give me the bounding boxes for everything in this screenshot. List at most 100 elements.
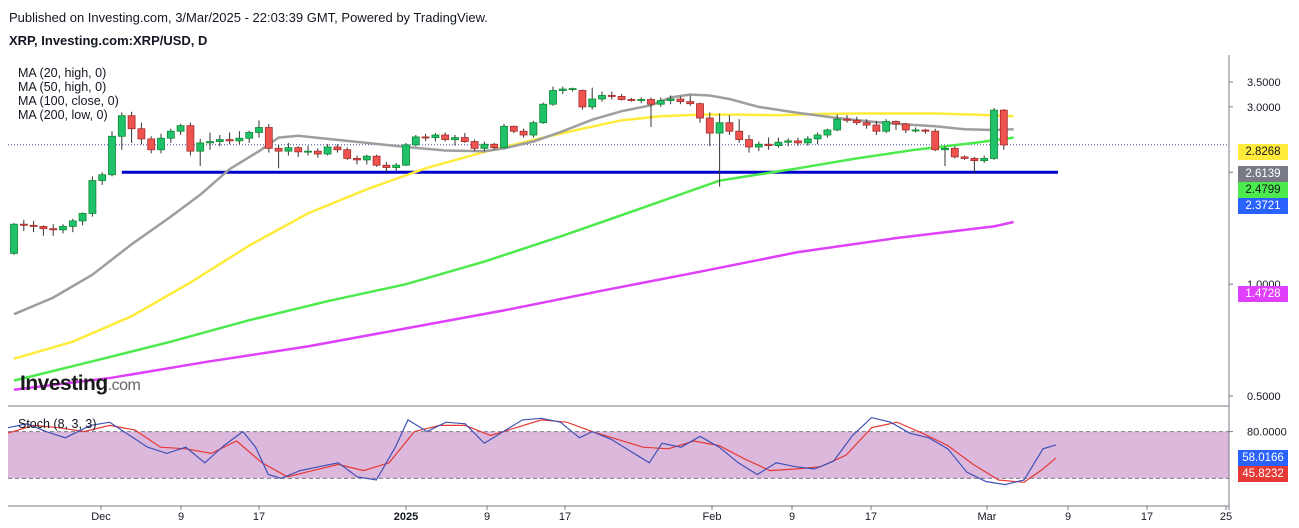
x-tick-label: Feb	[703, 511, 722, 523]
candle-body	[196, 142, 205, 152]
candle-body	[892, 121, 900, 125]
candle-body	[19, 223, 28, 226]
candle-body	[803, 138, 812, 144]
candle-body	[578, 90, 587, 108]
candle-body	[451, 137, 459, 140]
candle-body	[431, 134, 440, 138]
candle-body	[166, 130, 175, 139]
candle-body	[686, 101, 695, 105]
candle-body	[627, 99, 636, 101]
candle-body	[323, 146, 332, 155]
candle-body	[88, 180, 97, 214]
candle-body	[843, 118, 851, 121]
candle-body	[509, 125, 518, 132]
candle-body	[176, 125, 185, 132]
ma50-price-badge: 2.8268	[1238, 144, 1288, 160]
candle-body	[647, 99, 655, 105]
x-tick-label: 9	[1065, 511, 1071, 523]
symbol-title: XRP, Investing.com:XRP/USD, D	[9, 33, 208, 48]
stoch-d-value-badge: 45.8232	[1238, 466, 1288, 482]
candle-body	[735, 130, 744, 140]
candle-body	[274, 147, 283, 152]
stoch-k-line	[7, 416, 1056, 486]
candle-body	[705, 117, 714, 134]
candle-body	[49, 228, 58, 231]
candle-body	[470, 141, 479, 149]
stoch-legend: Stoch (8, 3, 3)	[18, 417, 97, 431]
candle-body	[137, 128, 146, 140]
published-note: Published on Investing.com, 3/Mar/2025 -…	[9, 10, 488, 25]
candle-body	[441, 134, 450, 140]
candle-body	[480, 143, 489, 149]
ma100-price-badge: 2.4799	[1238, 182, 1288, 198]
ma100-line	[13, 136, 1014, 382]
stoch-d-line	[7, 419, 1057, 483]
ma200-line	[13, 220, 1014, 391]
candle-body	[343, 149, 352, 159]
candle-body	[617, 96, 626, 100]
candle-body	[607, 95, 616, 97]
candle-body	[549, 90, 557, 105]
candle-body	[794, 140, 802, 144]
logo-main: Investing	[20, 372, 108, 395]
candle-body	[921, 129, 930, 132]
candle-body	[264, 127, 273, 149]
candle-body	[823, 129, 832, 136]
candle-body	[362, 155, 371, 161]
candle-body	[304, 150, 312, 153]
candle-body	[725, 122, 734, 132]
candle-body	[666, 98, 675, 101]
ma20-legend-item: MA (20, high, 0)	[18, 66, 107, 80]
candle-body	[676, 98, 685, 102]
candle-body	[901, 123, 910, 131]
candle-body	[186, 125, 195, 152]
candle-body	[588, 98, 597, 108]
candle-body	[990, 109, 998, 159]
x-tick-label: 17	[865, 511, 877, 523]
candle-body	[460, 137, 469, 142]
candle-body	[715, 122, 724, 134]
candle-body	[411, 136, 420, 146]
candle-body	[862, 122, 871, 126]
candle-body	[872, 124, 881, 132]
candle-body	[500, 125, 508, 149]
x-tick-label: 17	[1141, 511, 1153, 523]
candle-body	[333, 146, 342, 151]
ma20-price-badge: 2.6139	[1238, 166, 1288, 182]
candle-body	[529, 122, 538, 136]
candle-body	[568, 88, 577, 90]
x-tick-label: 9	[178, 511, 184, 523]
x-tick-label: 9	[484, 511, 490, 523]
investing-logo: Investing.com	[20, 372, 141, 396]
candle-body	[39, 226, 48, 230]
candle-body	[999, 109, 1008, 146]
candle-body	[215, 139, 224, 142]
stoch-y-tick-label: 80.0000	[1247, 427, 1287, 439]
candle-body	[421, 136, 430, 139]
candle-body	[970, 157, 979, 162]
ma-legend: MA (20, high, 0) MA (50, high, 0) MA (10…	[18, 66, 119, 122]
ma50-legend-item: MA (50, high, 0)	[18, 80, 107, 94]
stoch-k-value-badge: 58.0166	[1238, 450, 1288, 466]
x-tick-label: 17	[253, 511, 265, 523]
x-tick-label: Mar	[978, 511, 997, 523]
y-tick-label: 3.5000	[1247, 77, 1281, 89]
candle-body	[78, 213, 87, 222]
candle-body	[833, 118, 842, 131]
candle-body	[911, 129, 920, 132]
candle-body	[353, 157, 361, 161]
candle-body	[29, 224, 38, 227]
x-tick-label: 9	[789, 511, 795, 523]
candle-body	[117, 115, 126, 137]
candle-body	[931, 130, 940, 151]
candle-body	[696, 103, 704, 119]
candle-body	[392, 164, 401, 168]
candle-body	[774, 141, 783, 146]
candle-body	[68, 220, 77, 227]
candle-body	[382, 164, 391, 168]
candle-body	[372, 155, 381, 166]
candle-body	[402, 144, 410, 166]
candle-body	[225, 139, 234, 142]
candle-body	[490, 143, 499, 149]
